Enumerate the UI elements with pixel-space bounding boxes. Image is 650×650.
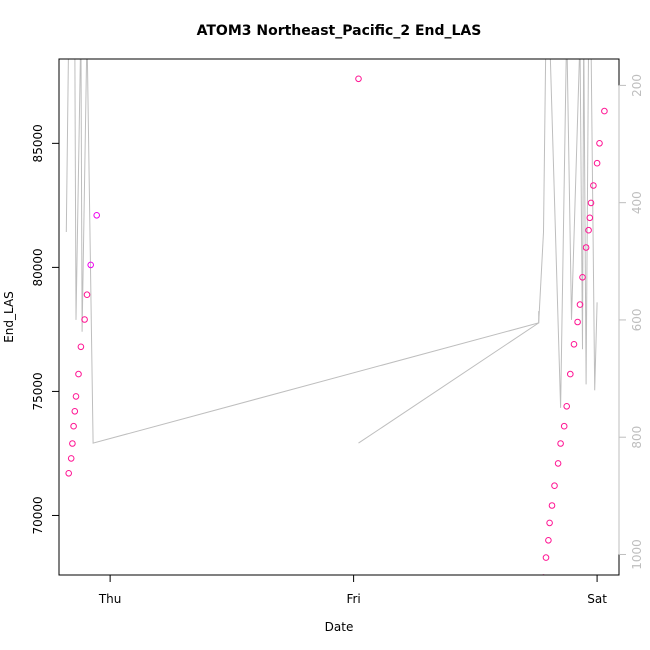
- data-point: [355, 75, 362, 83]
- x-tick-label: Thu: [98, 592, 122, 606]
- data-point: [72, 393, 80, 400]
- data-point: [570, 341, 578, 348]
- x-axis-label: Date: [325, 620, 354, 634]
- y2-axis: 200 400 600 800 1000: [618, 74, 644, 570]
- data-point: [582, 244, 590, 251]
- data-point: [75, 370, 82, 378]
- data-point: [77, 343, 85, 351]
- data-point: [70, 422, 77, 430]
- data-point: [586, 214, 594, 222]
- y2-tick-label: 600: [630, 308, 644, 331]
- data-point: [546, 519, 553, 527]
- data-point: [557, 440, 564, 447]
- data-point: [542, 554, 550, 561]
- data-point: [593, 159, 601, 167]
- data-point: [554, 460, 562, 467]
- y2-tick-label: 400: [630, 191, 644, 214]
- data-point: [567, 370, 574, 378]
- data-point: [545, 537, 552, 544]
- data-point: [69, 440, 76, 447]
- data-point: [65, 470, 72, 477]
- plot-area: [65, 59, 608, 575]
- data-point: [83, 291, 91, 299]
- y2-tick-label: 200: [630, 74, 644, 97]
- data-point: [601, 107, 608, 115]
- data-point: [579, 274, 586, 281]
- data-point: [596, 140, 603, 147]
- series-line-1: [65, 59, 598, 444]
- y-tick-label: 85000: [31, 124, 45, 162]
- y-tick-label: 75000: [31, 372, 45, 410]
- y2-tick-label: 800: [630, 426, 644, 449]
- y-axis-label: End_LAS: [2, 291, 16, 343]
- data-point: [551, 482, 558, 490]
- data-point: [560, 422, 568, 430]
- x-tick-label: Sat: [587, 592, 607, 606]
- x-tick-label: Fri: [346, 592, 360, 606]
- chart-title: ATOM3 Northeast_Pacific_2 End_LAS: [197, 23, 482, 39]
- data-point: [93, 212, 100, 219]
- y-tick-label: 70000: [31, 496, 45, 534]
- data-point: [87, 261, 94, 269]
- data-point: [541, 574, 546, 575]
- y2-tick-label: 1000: [630, 539, 644, 570]
- series-line-2: [358, 311, 540, 444]
- x-axis: Thu Fri Sat: [98, 574, 607, 606]
- y-axis: 70000 75000 80000 85000: [31, 124, 60, 535]
- y-tick-label: 80000: [31, 248, 45, 286]
- data-point: [574, 318, 581, 326]
- data-point: [590, 182, 597, 189]
- data-point: [576, 301, 584, 308]
- data-point: [548, 502, 556, 509]
- data-point: [587, 199, 595, 207]
- data-point: [71, 408, 79, 415]
- data-point: [563, 403, 571, 410]
- plot-frame: [58, 58, 620, 576]
- data-point: [81, 316, 88, 323]
- data-point: [67, 455, 75, 462]
- data-point: [585, 226, 592, 234]
